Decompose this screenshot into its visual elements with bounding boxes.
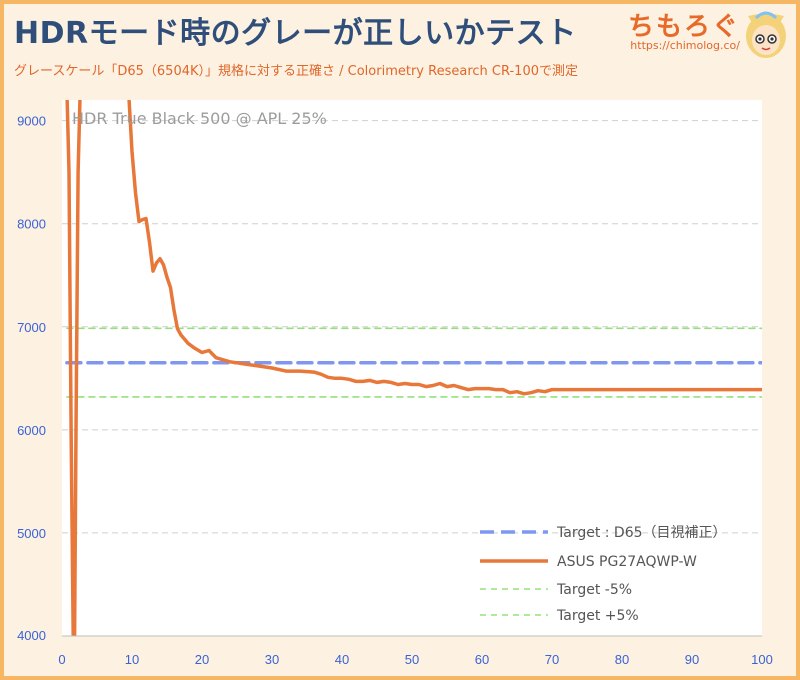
- x-tick-label: 0: [58, 652, 65, 667]
- x-tick-label: 20: [195, 652, 209, 667]
- legend-label: Target : D65（目視補正）: [556, 525, 727, 541]
- legend: Target : D65（目視補正） ASUS PG27AQWP-W Target …: [480, 525, 727, 624]
- x-tick-label: 70: [545, 652, 559, 667]
- x-tick-label: 80: [615, 652, 629, 667]
- x-tick-label: 30: [265, 652, 279, 667]
- plot-area: [62, 100, 762, 636]
- x-tick-label: 100: [751, 652, 773, 667]
- legend-label: Target +5%: [556, 608, 639, 624]
- legend-label: Target -5%: [556, 582, 632, 598]
- x-tick-label: 90: [685, 652, 699, 667]
- y-tick-labels: 4000 5000 6000 7000 8000 9000: [17, 114, 46, 643]
- site-logo[interactable]: ちもろぐ https://chimolog.co/: [628, 6, 740, 52]
- logo-name: ちもろぐ: [627, 12, 740, 42]
- y-tick-label: 4000: [17, 628, 46, 643]
- logo-url: https://chimolog.co/: [630, 39, 740, 52]
- chart-title: HDR True Black 500 @ APL 25%: [72, 109, 327, 128]
- x-tick-label: 10: [125, 652, 139, 667]
- page-title: HDRモード時のグレーが正しいかテスト: [14, 16, 577, 51]
- grid-layer: [62, 120, 762, 534]
- series-measured: [65, 100, 762, 636]
- series-layer: [65, 100, 762, 636]
- y-tick-label: 9000: [17, 114, 46, 129]
- x-tick-label: 60: [475, 652, 489, 667]
- x-tick-label: 40: [335, 652, 349, 667]
- x-tick-labels: 0 10 20 30 40 50 60 70 80 90 100: [58, 652, 772, 667]
- mascot-avatar-icon: [746, 11, 786, 58]
- y-tick-label: 6000: [17, 423, 46, 438]
- y-tick-label: 5000: [17, 526, 46, 541]
- y-tick-label: 8000: [17, 217, 46, 232]
- legend-label: ASUS PG27AQWP-W: [557, 554, 697, 570]
- y-tick-label: 7000: [17, 320, 46, 335]
- x-tick-label: 50: [405, 652, 419, 667]
- page-subtitle: グレースケール「D65（6504K）」規格に対する正確さ / Colorimet…: [14, 64, 578, 79]
